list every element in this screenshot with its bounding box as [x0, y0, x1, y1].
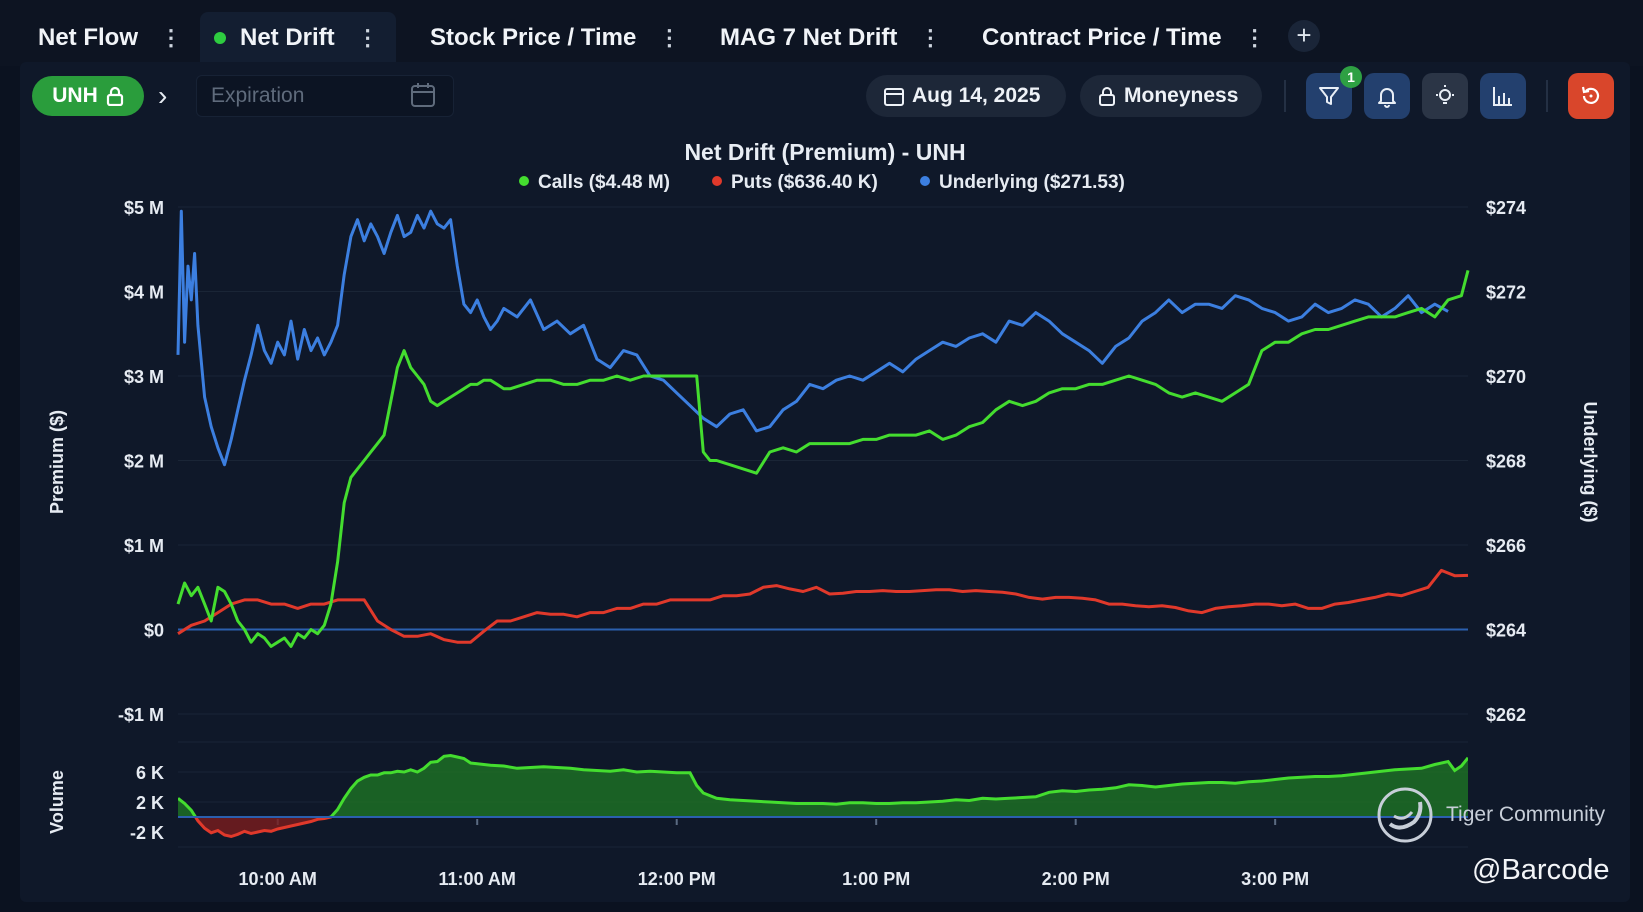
y-right-tick-label: $272	[1486, 283, 1526, 303]
watermark-text: Tiger Community	[1446, 803, 1606, 826]
more-vertical-icon[interactable]: ⋮	[160, 25, 182, 50]
y-tick-label: $3 M	[124, 367, 164, 387]
y-right-tick-label: $274	[1486, 198, 1526, 218]
left-axis-ticks: $5 M $4 M $3 M $2 M $1 M $0 -$1 M	[118, 198, 164, 725]
legend-calls[interactable]: Calls ($4.48 M)	[538, 172, 670, 193]
chart-title: Net Drift (Premium) - UNH	[684, 139, 965, 165]
y-right-tick-label: $266	[1486, 536, 1526, 556]
volume-layer	[178, 753, 1468, 839]
volume-line-negative	[193, 817, 333, 839]
active-dot-icon	[214, 32, 226, 44]
x-tick-label: 1:00 PM	[842, 869, 910, 889]
legend: Calls ($4.48 M) Puts ($636.40 K) Underly…	[519, 172, 1125, 193]
y-tick-label: $2 M	[124, 452, 164, 472]
legend-puts-swatch	[712, 176, 722, 186]
legend-underlying-swatch	[920, 176, 930, 186]
alerts-button[interactable]	[1364, 73, 1410, 119]
y-axis-label: Premium ($)	[47, 410, 67, 514]
chart-icon	[1493, 87, 1512, 106]
ticker-label: UNH	[52, 84, 98, 107]
tab-label: Net Drift	[240, 24, 335, 51]
moneyness-button[interactable]: Moneyness	[1080, 75, 1262, 117]
x-tick-label: 11:00 AM	[439, 869, 516, 889]
tab-label: MAG 7 Net Drift	[720, 24, 898, 51]
series-line-calls[interactable]	[176, 270, 1470, 648]
y-right-tick-label: $262	[1486, 705, 1526, 725]
filter-count-badge: 1	[1340, 66, 1362, 88]
tab-mag7-net-drift[interactable]: MAG 7 Net Drift ⋮	[706, 12, 955, 64]
ticker-button[interactable]: UNH	[32, 76, 144, 116]
tiger-logo-icon	[1377, 787, 1433, 843]
lock-icon	[106, 86, 123, 106]
volume-tick-label: 6 K	[136, 763, 164, 783]
chevron-right-icon[interactable]: ›	[158, 80, 168, 111]
tab-label: Net Flow	[38, 24, 138, 51]
calendar-icon[interactable]	[411, 76, 435, 130]
expiration-placeholder: Expiration	[211, 84, 305, 107]
y-axis-right-label: Underlying ($)	[1580, 401, 1600, 522]
more-vertical-icon[interactable]: ⋮	[658, 25, 681, 50]
x-tick-label: 12:00 PM	[638, 869, 716, 889]
tab-stock-price-time[interactable]: Stock Price / Time ⋮	[416, 12, 694, 64]
volume-axis-ticks: 6 K 2 K -2 K	[130, 763, 164, 843]
toolbar-divider	[1546, 80, 1548, 112]
right-axis-ticks: $274 $272 $270 $268 $266 $264 $262	[1486, 198, 1526, 725]
filter-icon	[1319, 87, 1339, 105]
volume-tick-label: -2 K	[130, 823, 164, 843]
more-vertical-icon[interactable]: ⋮	[919, 25, 942, 50]
chart-settings-button[interactable]	[1480, 73, 1526, 119]
lock-icon	[1099, 87, 1115, 106]
y-right-tick-label: $270	[1486, 367, 1526, 387]
tab-net-drift[interactable]: Net Drift ⋮	[200, 12, 396, 64]
x-tick-label: 3:00 PM	[1241, 869, 1309, 889]
volume-tick-label: 2 K	[136, 793, 164, 813]
x-tick-label: 2:00 PM	[1042, 869, 1110, 889]
tab-net-flow[interactable]: Net Flow ⋮	[24, 12, 196, 64]
y-right-tick-label: $268	[1486, 452, 1526, 472]
volume-line-positive	[178, 753, 1468, 817]
volume-axis-label: Volume	[47, 770, 67, 834]
y-tick-label: $5 M	[124, 198, 164, 218]
tab-label: Stock Price / Time	[430, 24, 637, 51]
calendar-icon	[884, 88, 904, 106]
tab-label: Contract Price / Time	[982, 24, 1222, 51]
more-vertical-icon[interactable]: ⋮	[356, 25, 379, 50]
y-tick-label: -$1 M	[118, 705, 164, 725]
add-tab-button[interactable]: +	[1288, 20, 1320, 52]
series-line-puts[interactable]	[177, 568, 1469, 644]
watermark: Tiger Community	[1376, 786, 1605, 844]
legend-calls-swatch	[519, 176, 529, 186]
volume-negative-area	[178, 817, 1468, 837]
series-layer	[176, 209, 1470, 648]
y-tick-label: $0	[144, 621, 164, 641]
tab-contract-price-time[interactable]: Contract Price / Time ⋮	[968, 12, 1280, 64]
y-tick-label: $1 M	[124, 536, 164, 556]
y-right-tick-label: $264	[1486, 621, 1526, 641]
more-vertical-icon[interactable]: ⋮	[1243, 25, 1266, 50]
bell-icon	[1378, 88, 1396, 108]
reset-icon	[1581, 86, 1600, 104]
moneyness-label: Moneyness	[1124, 84, 1239, 107]
reset-button[interactable]	[1568, 73, 1614, 119]
tab-bar: Net Flow ⋮ Net Drift ⋮ Stock Price / Tim…	[0, 0, 1643, 66]
legend-puts[interactable]: Puts ($636.40 K)	[731, 172, 878, 193]
legend-underlying[interactable]: Underlying ($271.53)	[939, 172, 1125, 193]
chart-panel	[20, 62, 1630, 902]
theme-button[interactable]	[1422, 73, 1468, 119]
date-label: Aug 14, 2025	[912, 84, 1041, 107]
x-axis-ticks: 10:00 AM 11:00 AM 12:00 PM 1:00 PM 2:00 PM 3:…	[239, 819, 1309, 889]
date-picker-button[interactable]: Aug 14, 2025	[866, 75, 1066, 117]
toolbar-divider	[1284, 80, 1286, 112]
volume-positive-area	[178, 755, 1468, 817]
expiration-field[interactable]: Expiration	[196, 75, 454, 117]
grid-lines	[178, 206, 1468, 848]
author-credit: @Barcode	[1472, 854, 1610, 886]
x-tick-label: 10:00 AM	[239, 869, 317, 889]
series-line-underlying[interactable]	[176, 209, 1449, 467]
lightbulb-icon	[1436, 85, 1454, 104]
y-tick-label: $4 M	[124, 283, 164, 303]
